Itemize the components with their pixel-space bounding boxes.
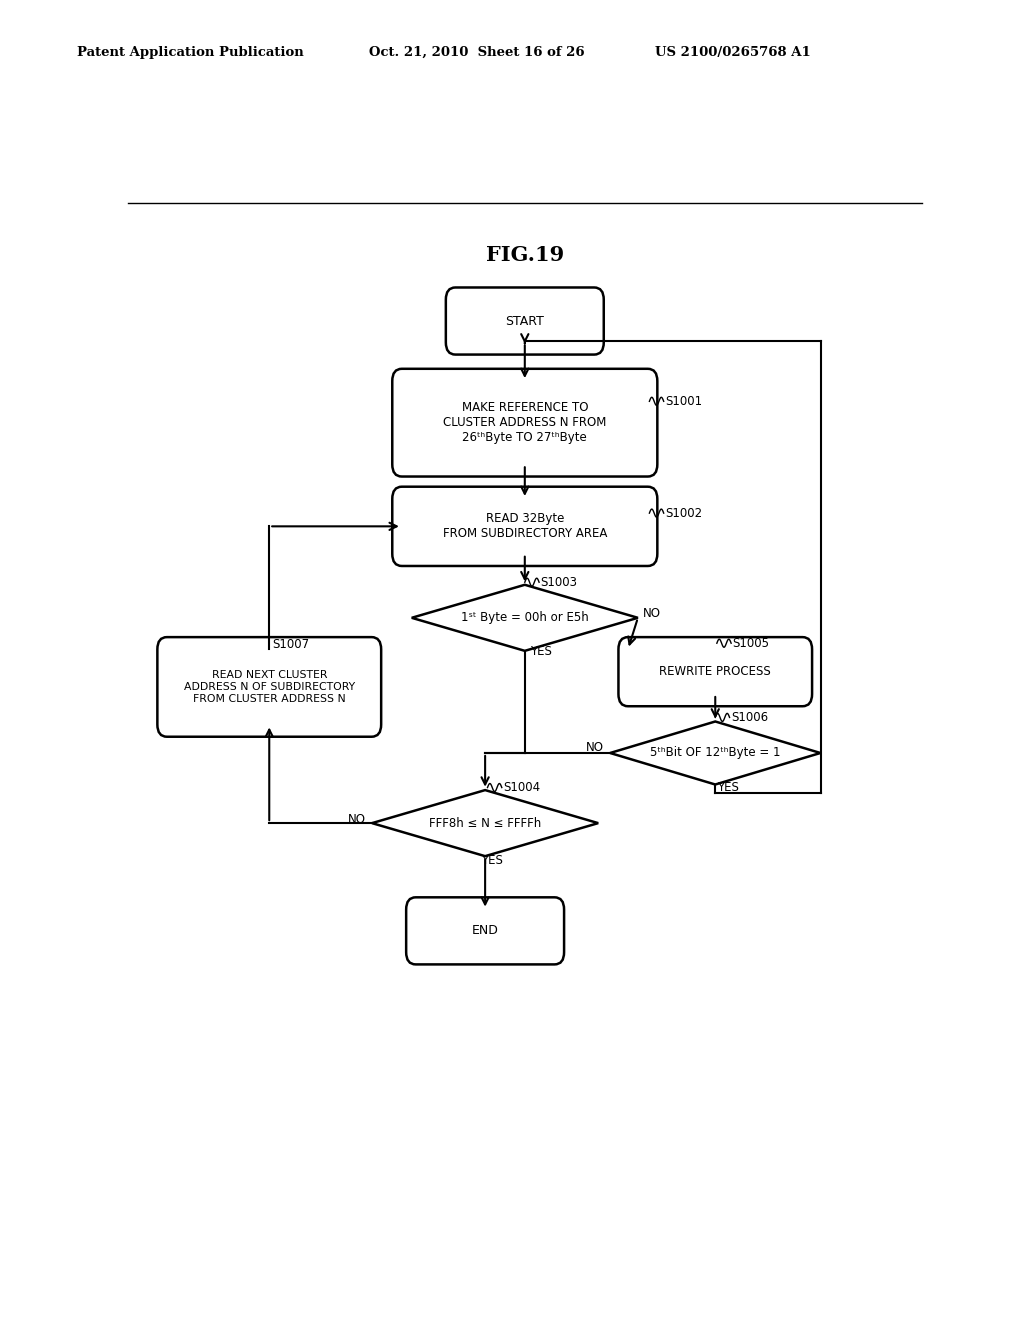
- Text: YES: YES: [480, 854, 503, 867]
- FancyBboxPatch shape: [392, 368, 657, 477]
- Text: NO: NO: [586, 742, 604, 755]
- Text: S1004: S1004: [504, 781, 541, 795]
- FancyBboxPatch shape: [392, 487, 657, 566]
- Text: FIG.19: FIG.19: [485, 246, 564, 265]
- Text: S1005: S1005: [733, 636, 770, 649]
- Text: 5ᵗʰBit OF 12ᵗʰByte = 1: 5ᵗʰBit OF 12ᵗʰByte = 1: [650, 747, 780, 759]
- Polygon shape: [412, 585, 638, 651]
- Text: US 2100/0265768 A1: US 2100/0265768 A1: [655, 46, 811, 59]
- Text: S1006: S1006: [731, 711, 768, 723]
- Text: Oct. 21, 2010  Sheet 16 of 26: Oct. 21, 2010 Sheet 16 of 26: [369, 46, 585, 59]
- Text: READ 32Byte
FROM SUBDIRECTORY AREA: READ 32Byte FROM SUBDIRECTORY AREA: [442, 512, 607, 540]
- FancyBboxPatch shape: [445, 288, 604, 355]
- Text: S1003: S1003: [541, 576, 578, 589]
- Polygon shape: [610, 722, 820, 784]
- FancyBboxPatch shape: [158, 638, 381, 737]
- Text: MAKE REFERENCE TO
CLUSTER ADDRESS N FROM
26ᵗʰByte TO 27ᵗʰByte: MAKE REFERENCE TO CLUSTER ADDRESS N FROM…: [443, 401, 606, 444]
- Text: REWRITE PROCESS: REWRITE PROCESS: [659, 665, 771, 678]
- Text: 1ˢᵗ Byte = 00h or E5h: 1ˢᵗ Byte = 00h or E5h: [461, 611, 589, 624]
- Text: S1002: S1002: [666, 507, 702, 520]
- Polygon shape: [372, 791, 598, 857]
- Text: YES: YES: [530, 645, 552, 657]
- Text: END: END: [472, 924, 499, 937]
- Text: NO: NO: [348, 813, 367, 825]
- Text: NO: NO: [643, 607, 662, 620]
- Text: S1001: S1001: [666, 395, 702, 408]
- FancyBboxPatch shape: [407, 898, 564, 965]
- Text: S1007: S1007: [272, 638, 309, 651]
- Text: Patent Application Publication: Patent Application Publication: [77, 46, 303, 59]
- Text: YES: YES: [717, 781, 738, 795]
- Text: START: START: [506, 314, 544, 327]
- Text: READ NEXT CLUSTER
ADDRESS N OF SUBDIRECTORY
FROM CLUSTER ADDRESS N: READ NEXT CLUSTER ADDRESS N OF SUBDIRECT…: [183, 671, 355, 704]
- FancyBboxPatch shape: [618, 638, 812, 706]
- Text: FFF8h ≤ N ≤ FFFFh: FFF8h ≤ N ≤ FFFFh: [429, 817, 542, 830]
